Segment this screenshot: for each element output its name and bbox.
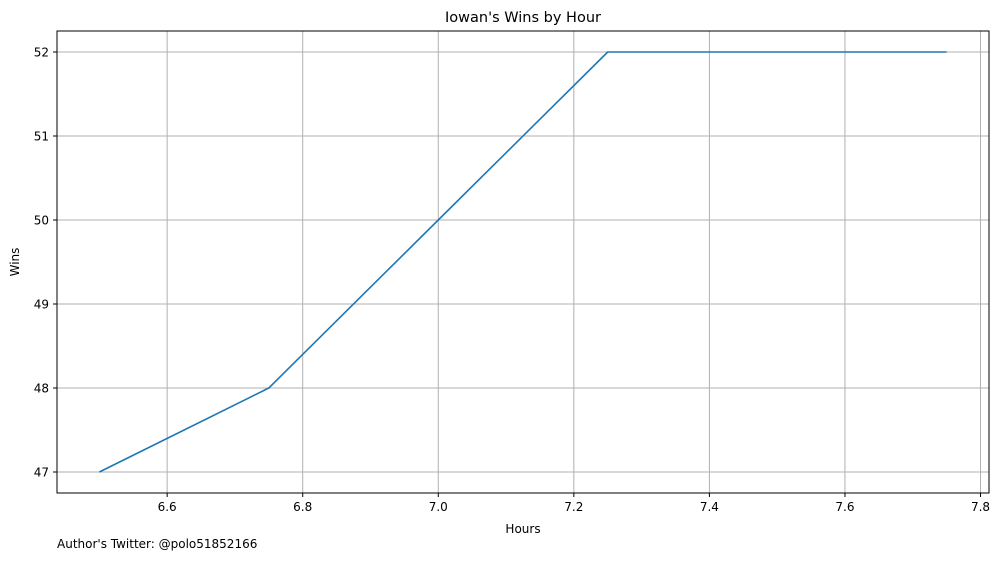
y-tick-label: 50 [34, 214, 49, 228]
y-tick-label: 47 [34, 466, 49, 480]
series-layer [99, 51, 947, 473]
y-tick-label: 52 [34, 46, 49, 60]
series-line [99, 51, 947, 473]
x-tick-label: 7.8 [971, 500, 990, 514]
y-tick-label: 49 [34, 298, 49, 312]
x-tick-label: 6.6 [158, 500, 177, 514]
x-tick-label: 7.4 [700, 500, 719, 514]
y-tick-label: 48 [34, 382, 49, 396]
x-tick-label: 7.0 [429, 500, 448, 514]
y-tick-label: 51 [34, 130, 49, 144]
x-axis-ticks: 6.6 6.8 7.0 7.2 7.4 7.6 7.8 [158, 493, 990, 514]
plot-frame [56, 30, 990, 494]
x-tick-label: 7.2 [564, 500, 583, 514]
x-axis-label: Hours [505, 522, 540, 536]
y-axis-label: Wins [8, 248, 22, 277]
y-axis-ticks: 47 48 49 50 51 52 [34, 46, 57, 480]
author-credit: Author's Twitter: @polo51852166 [57, 537, 258, 551]
chart-title: Iowan's Wins by Hour [445, 10, 601, 26]
x-tick-label: 6.8 [293, 500, 312, 514]
x-tick-label: 7.6 [835, 500, 854, 514]
